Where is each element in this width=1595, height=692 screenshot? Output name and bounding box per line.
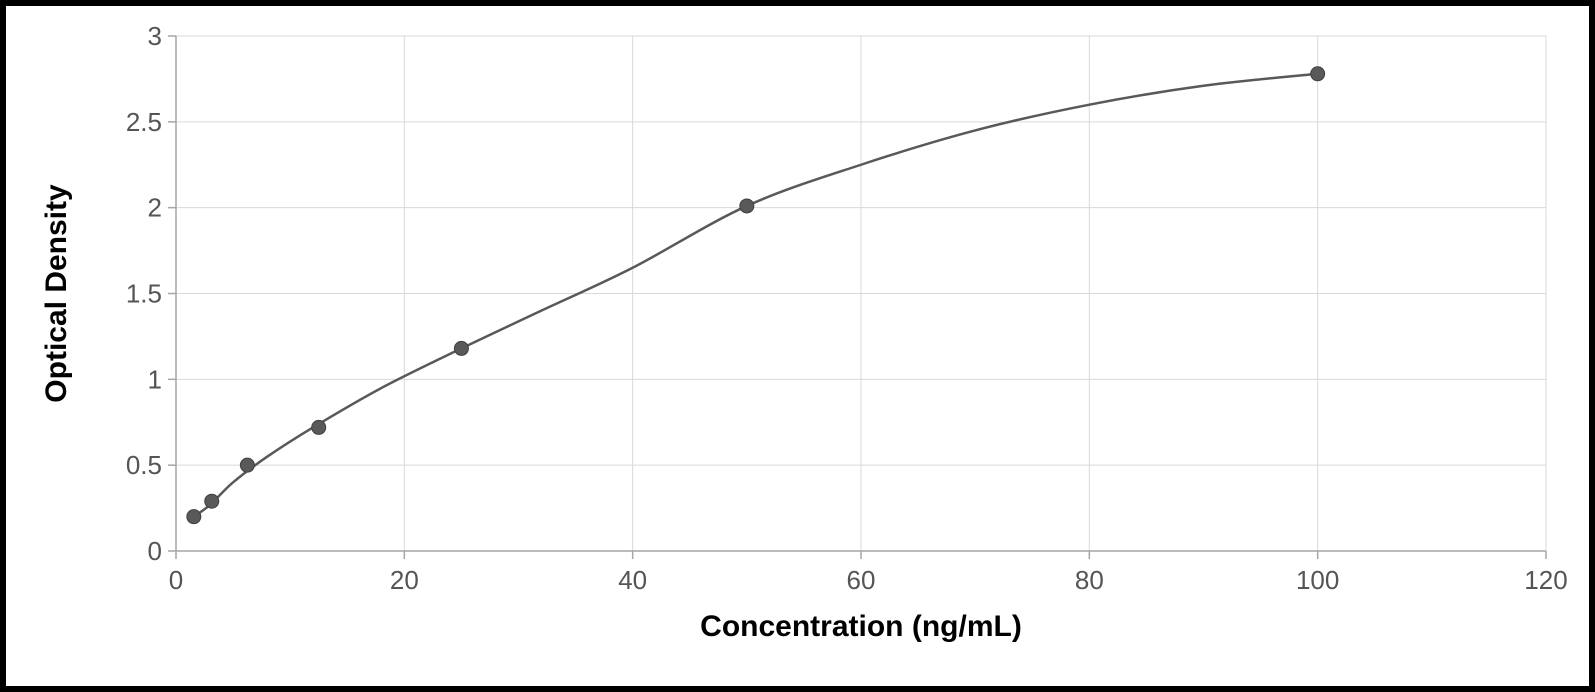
- y-tick-label: 1.5: [126, 279, 162, 309]
- data-marker: [187, 510, 201, 524]
- y-tick-label: 2: [148, 193, 162, 223]
- data-marker: [312, 420, 326, 434]
- x-tick-label: 0: [169, 565, 183, 595]
- x-tick-label: 40: [618, 565, 647, 595]
- y-tick-label: 2.5: [126, 107, 162, 137]
- y-tick-label: 3: [148, 21, 162, 51]
- y-axis-label: Optical Density: [40, 184, 73, 403]
- data-marker: [240, 458, 254, 472]
- y-tick-label: 0.5: [126, 450, 162, 480]
- data-marker: [454, 341, 468, 355]
- chart-svg: 0 20 40 60 80 100 120 0 0.5 1 1.5 2 2.5 3 Concentratio…: [6, 6, 1589, 686]
- x-tick-label: 60: [847, 565, 876, 595]
- chart-frame: 0 20 40 60 80 100 120 0 0.5 1 1.5 2 2.5 3 Concentratio…: [0, 0, 1595, 692]
- x-axis-label: Concentration (ng/mL): [700, 610, 1022, 643]
- y-tick-label: 0: [148, 536, 162, 566]
- x-tick-label: 20: [390, 565, 419, 595]
- data-marker: [740, 199, 754, 213]
- y-tick-label: 1: [148, 364, 162, 394]
- x-tick-label: 80: [1075, 565, 1104, 595]
- x-tick-label: 100: [1296, 565, 1339, 595]
- x-tick-label: 120: [1524, 565, 1567, 595]
- data-marker: [205, 494, 219, 508]
- data-marker: [1311, 67, 1325, 81]
